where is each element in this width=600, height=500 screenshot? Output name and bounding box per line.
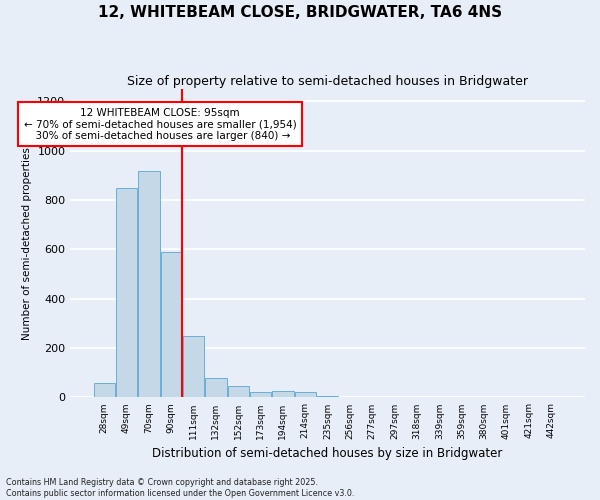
- Bar: [183, 336, 204, 398]
- Bar: [161, 252, 182, 398]
- Bar: [295, 392, 316, 398]
- Y-axis label: Number of semi-detached properties: Number of semi-detached properties: [22, 147, 32, 340]
- Bar: [94, 382, 115, 398]
- Text: 12, WHITEBEAM CLOSE, BRIDGWATER, TA6 4NS: 12, WHITEBEAM CLOSE, BRIDGWATER, TA6 4NS: [98, 5, 502, 20]
- Bar: [205, 378, 227, 398]
- Bar: [250, 392, 271, 398]
- X-axis label: Distribution of semi-detached houses by size in Bridgwater: Distribution of semi-detached houses by …: [152, 447, 503, 460]
- Bar: [116, 188, 137, 398]
- Text: 12 WHITEBEAM CLOSE: 95sqm
← 70% of semi-detached houses are smaller (1,954)
  30: 12 WHITEBEAM CLOSE: 95sqm ← 70% of semi-…: [23, 108, 296, 141]
- Bar: [317, 396, 338, 398]
- Text: Contains HM Land Registry data © Crown copyright and database right 2025.
Contai: Contains HM Land Registry data © Crown c…: [6, 478, 355, 498]
- Bar: [138, 170, 160, 398]
- Title: Size of property relative to semi-detached houses in Bridgwater: Size of property relative to semi-detach…: [127, 75, 528, 88]
- Bar: [227, 386, 249, 398]
- Bar: [272, 392, 293, 398]
